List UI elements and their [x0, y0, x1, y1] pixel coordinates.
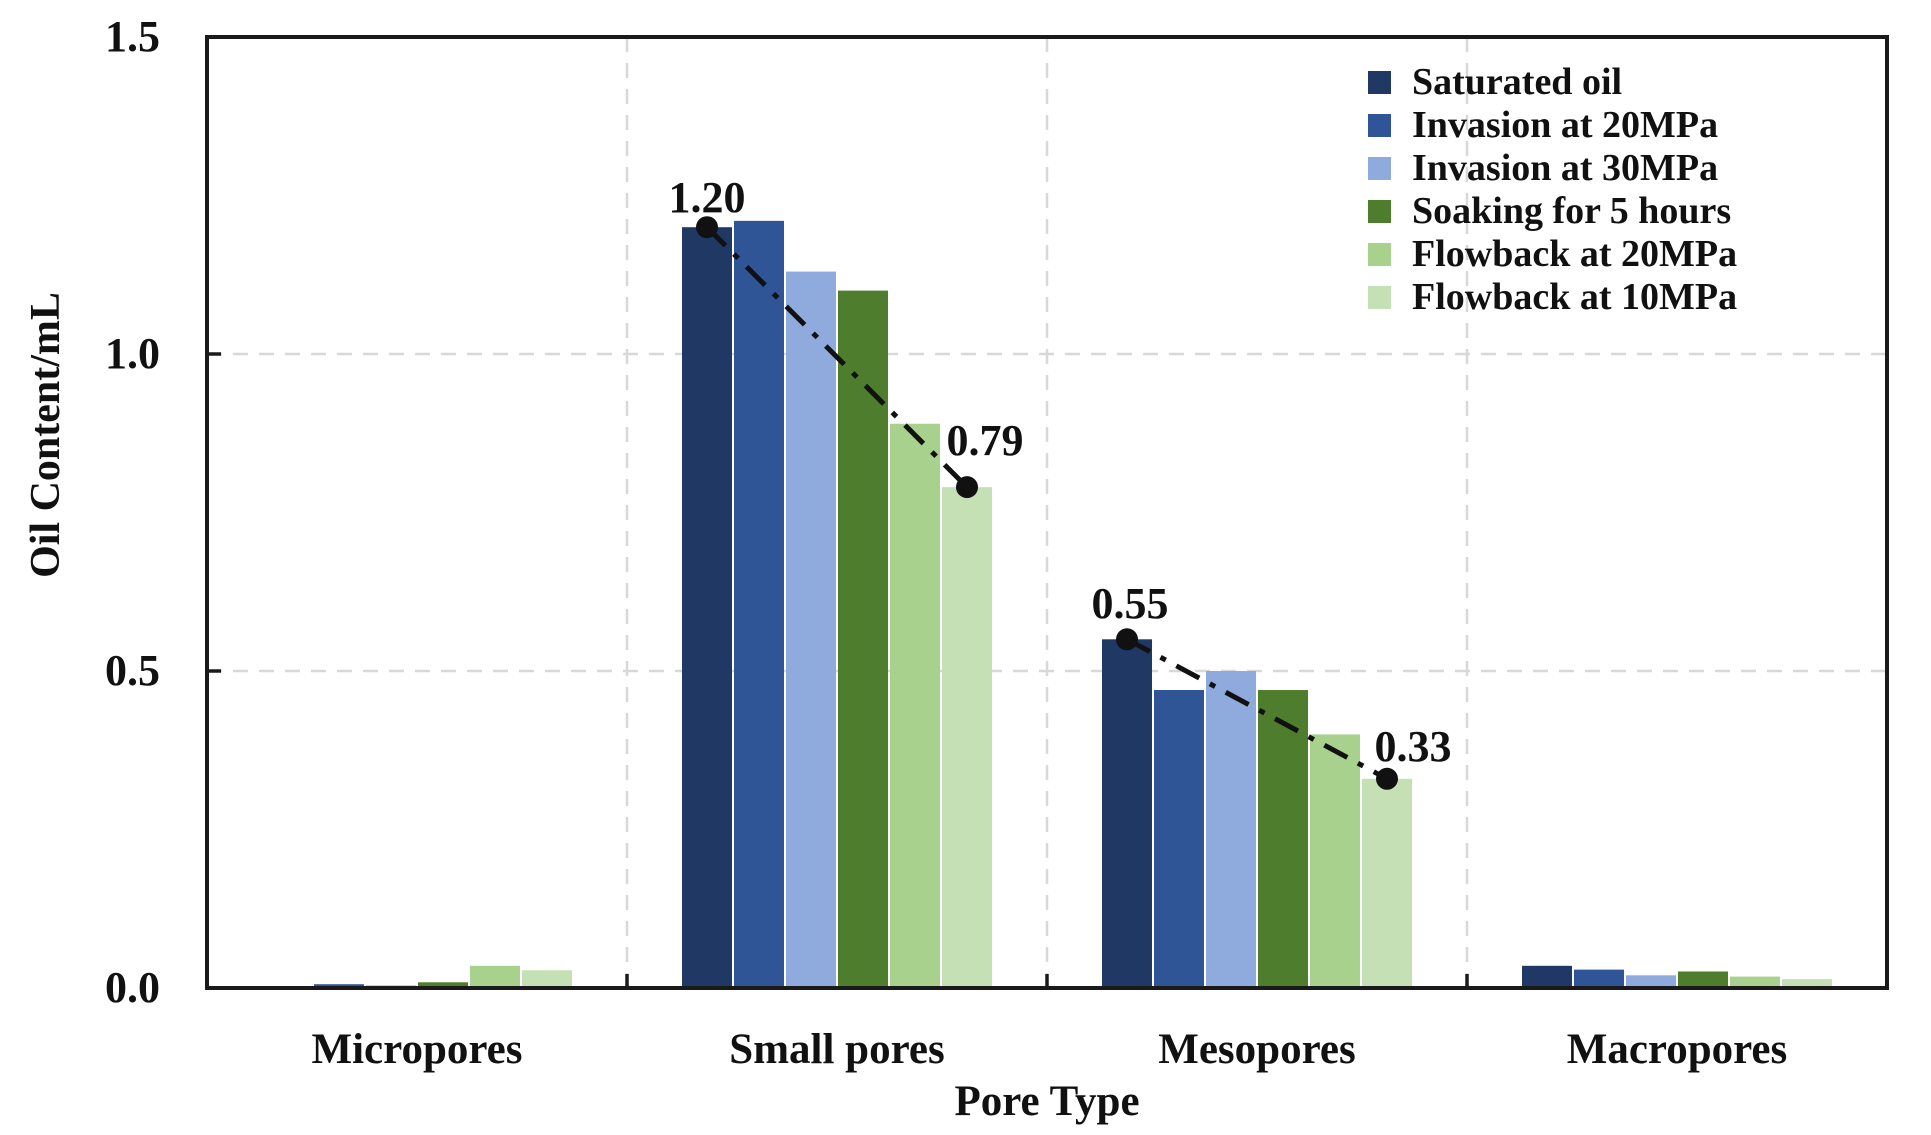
annotation-label-0.79: 0.79: [946, 416, 1024, 466]
legend-item-soaking-5-hours: Soaking for 5 hours: [1368, 190, 1737, 233]
legend-item-invasion-20mpa: Invasion at 20MPa: [1368, 104, 1737, 147]
legend-swatch-icon: [1368, 114, 1391, 137]
bar-saturated-oil-mesopores: [1102, 639, 1152, 988]
legend-item-invasion-30mpa: Invasion at 30MPa: [1368, 147, 1737, 190]
x-tick-label-mesopores: Mesopores: [1158, 1026, 1356, 1073]
trend-dashdot-line: [705, 225, 969, 489]
bar-invasion-at-20mpa-mesopores: [1154, 690, 1204, 988]
legend-label: Invasion at 20MPa: [1412, 104, 1719, 146]
data-point-dot: [956, 476, 978, 499]
data-point-dot: [696, 216, 718, 239]
y-tick-label-1.0: 1.0: [105, 329, 160, 378]
legend-swatch-icon: [1368, 286, 1391, 309]
bar-flowback-at-20mpa-micropores: [470, 965, 520, 988]
bar-invasion-at-30mpa-mesopores: [1206, 671, 1256, 988]
bar-invasion-at-30mpa-macropores: [1626, 975, 1676, 988]
bar-soaking-for-5-hours-micropores: [418, 982, 468, 988]
y-tick-label-0.5: 0.5: [105, 646, 160, 695]
bar-saturated-oil-macropores: [1522, 965, 1572, 988]
x-axis-title: Pore Type: [954, 1078, 1140, 1125]
legend-label: Saturated oil: [1412, 61, 1623, 103]
bar-invasion-at-20mpa-small-pores: [734, 220, 784, 989]
bar-flowback-at-20mpa-macropores: [1730, 976, 1780, 988]
x-tick-label-macropores: Macropores: [1566, 1026, 1788, 1073]
annotation-label-1.20: 1.20: [668, 173, 746, 223]
data-point-dot: [1116, 628, 1138, 651]
y-tick-label-1.5: 1.5: [105, 12, 160, 61]
bar-invasion-at-20mpa-macropores: [1574, 969, 1624, 988]
legend-swatch-icon: [1368, 200, 1391, 223]
bar-soaking-for-5-hours-small-pores: [838, 290, 888, 989]
annotation-label-0.33: 0.33: [1374, 721, 1452, 771]
legend: Saturated oil Invasion at 20MPa Invasion…: [1368, 61, 1737, 319]
bar-flowback-at-10mpa-small-pores: [942, 487, 992, 988]
y-tick-label-0.0: 0.0: [105, 963, 160, 1012]
legend-item-flowback-10mpa: Flowback at 10MPa: [1368, 276, 1737, 319]
y-axis-title: Oil Content/mL: [23, 292, 69, 578]
legend-item-flowback-20mpa: Flowback at 20MPa: [1368, 233, 1737, 276]
bar-invasion-at-30mpa-small-pores: [786, 271, 836, 989]
bar-flowback-at-20mpa-small-pores: [890, 423, 940, 988]
trend-dashdot-line: [1125, 637, 1389, 781]
bar-saturated-oil-small-pores: [682, 227, 732, 988]
x-tick-label-micropores: Micropores: [311, 1026, 523, 1073]
legend-label: Flowback at 20MPa: [1412, 233, 1738, 275]
bar-flowback-at-10mpa-macropores: [1782, 979, 1832, 988]
legend-swatch-icon: [1368, 71, 1391, 94]
bar-flowback-at-10mpa-mesopores: [1362, 778, 1412, 988]
data-point-dot: [1376, 767, 1398, 790]
legend-item-saturated-oil: Saturated oil: [1368, 61, 1737, 104]
bar-flowback-at-10mpa-micropores: [522, 970, 572, 988]
legend-label: Flowback at 10MPa: [1412, 276, 1738, 318]
legend-label: Invasion at 30MPa: [1412, 147, 1719, 189]
bar-soaking-for-5-hours-mesopores: [1258, 690, 1308, 988]
legend-label: Soaking for 5 hours: [1412, 190, 1732, 232]
legend-swatch-icon: [1368, 243, 1391, 266]
annotation-label-0.55: 0.55: [1091, 579, 1169, 629]
bar-soaking-for-5-hours-macropores: [1678, 971, 1728, 988]
bar-flowback-at-20mpa-mesopores: [1310, 734, 1360, 988]
legend-swatch-icon: [1368, 157, 1391, 180]
x-tick-label-small-pores: Small pores: [729, 1026, 945, 1073]
